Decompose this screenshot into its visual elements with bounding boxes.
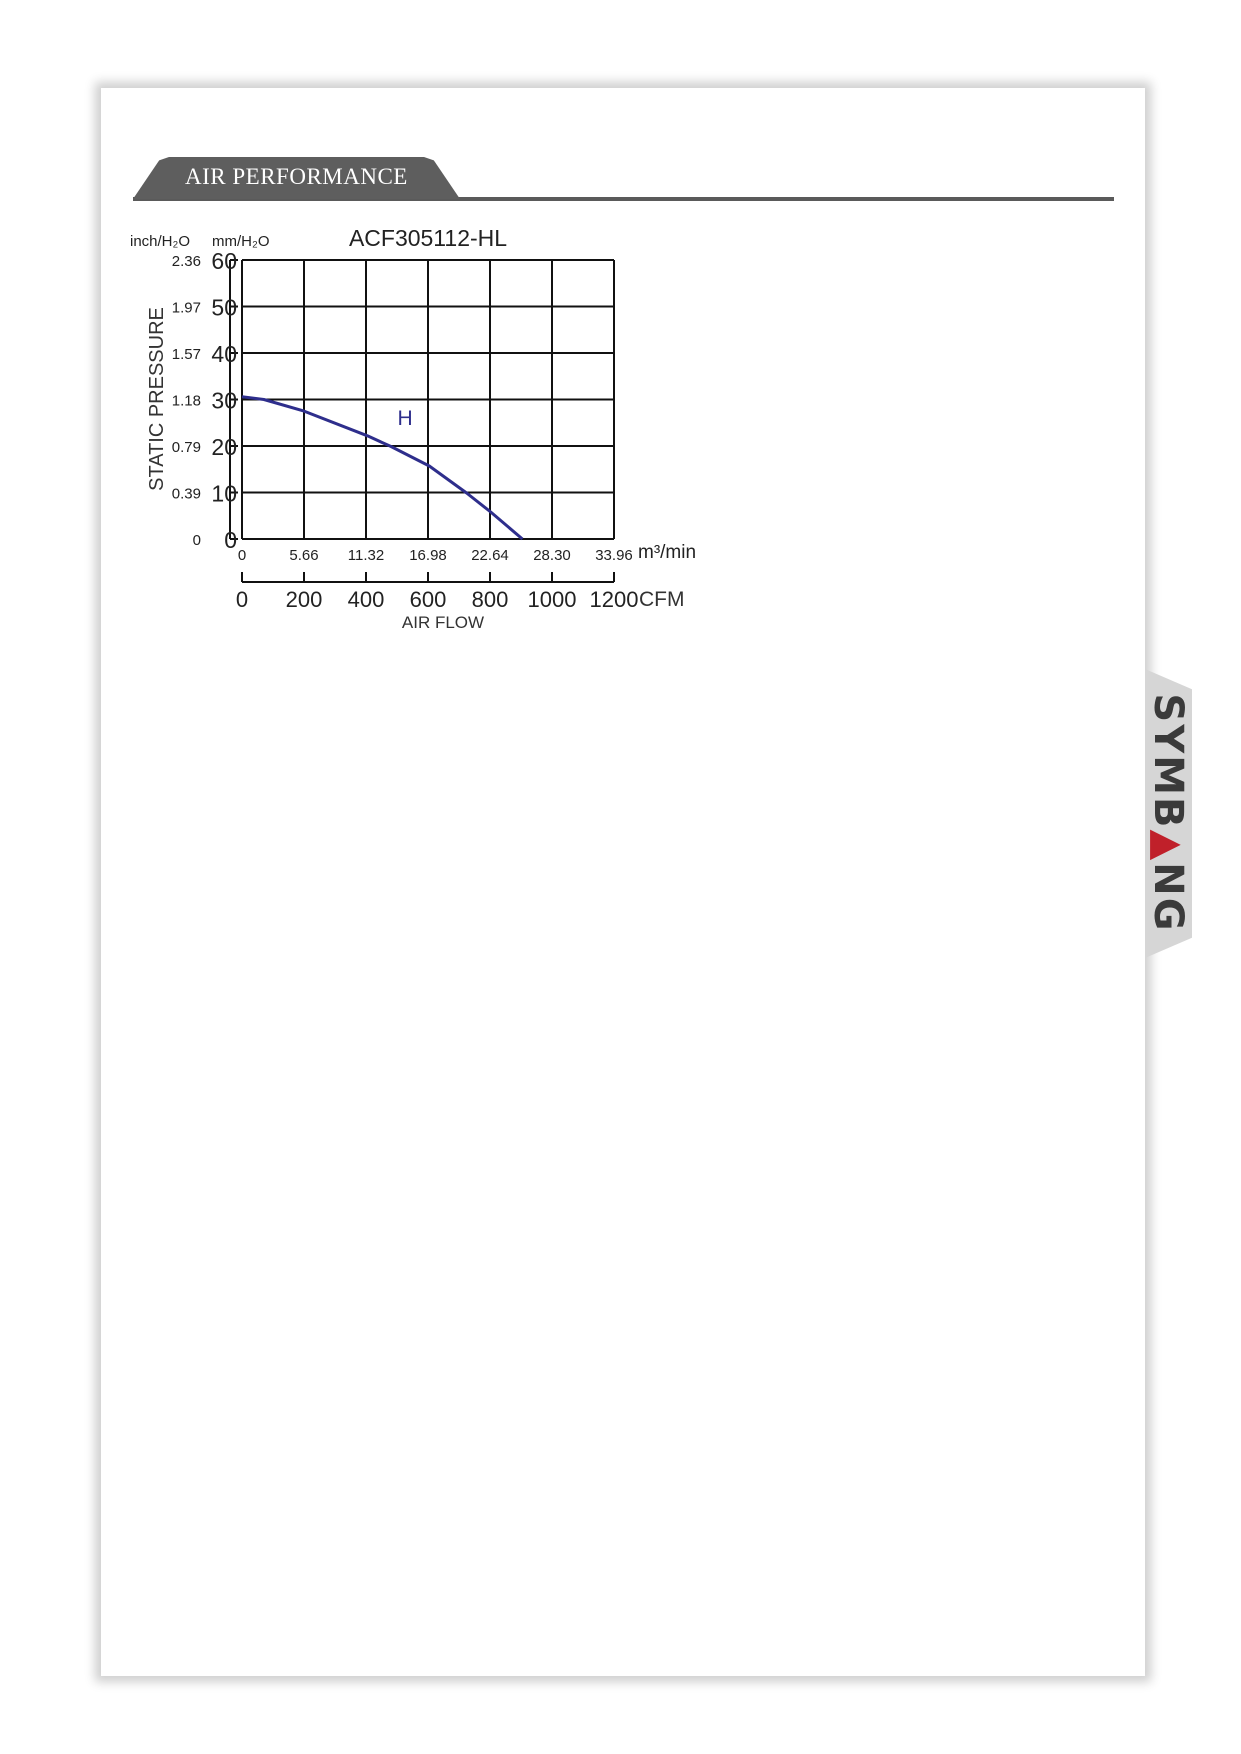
section-tab (133, 157, 460, 199)
y-tick-label-inch: 1.18 (172, 393, 201, 410)
y-unit-inch: inch/H₂O (130, 233, 190, 250)
x-tick-label-cfm: 0 (236, 587, 248, 612)
section-title: AIR PERFORMANCE (185, 164, 408, 189)
x-tick-label-cfm: 600 (410, 587, 447, 612)
x-tick-label-cfm: 1200 (590, 587, 639, 612)
x-tick-label-m3min: 0 (238, 547, 246, 564)
x-tick-label-cfm: 200 (286, 587, 323, 612)
brand-logo: SYMB▲NG (1145, 693, 1191, 933)
y-tick-label-inch: 1.57 (172, 346, 201, 363)
x-tick-label-m3min: 5.66 (289, 547, 318, 564)
x-tick-label-cfm: 800 (472, 587, 509, 612)
x-tick-label-m3min: 11.32 (348, 547, 384, 564)
x-tick-label-cfm: 1000 (528, 587, 577, 612)
y-unit-mm: mm/H₂O (212, 233, 269, 250)
brand-tab (1145, 669, 1192, 958)
y-tick-label-inch: 0.79 (172, 439, 201, 456)
x-tick-label-m3min: 28.30 (533, 547, 571, 564)
series-line-H (241, 395, 524, 541)
x-axis-label: AIR FLOW (402, 613, 484, 632)
air-performance-chart: ACF305112-HL inch/H₂O mm/H₂O STATIC PRES… (130, 225, 696, 632)
y-tick-label-inch: 0.39 (172, 486, 201, 503)
chart-title: ACF305112-HL (349, 225, 507, 251)
y-tick-label-mm: 0 (224, 527, 237, 553)
y-tick-label-mm: 60 (211, 248, 237, 274)
y-axis-label: STATIC PRESSURE (146, 307, 168, 491)
y-tick-label-inch: 1.97 (172, 300, 201, 317)
y-tick-label-mm: 30 (211, 388, 237, 414)
x-unit-m3min: m³/min (638, 542, 696, 563)
section-divider (133, 197, 1114, 201)
series-label: H (398, 407, 413, 430)
x-tick-label-cfm: 400 (348, 587, 385, 612)
x-tick-label-m3min: 16.98 (409, 547, 447, 564)
y-tick-label-mm: 50 (211, 295, 237, 321)
y-tick-label-mm: 40 (211, 341, 237, 367)
x-tick-label-m3min: 22.64 (471, 547, 509, 564)
y-tick-label-inch: 0 (193, 532, 201, 549)
x-tick-label-m3min: 33.96 (595, 547, 633, 564)
x-unit-cfm: CFM (639, 588, 685, 611)
y-tick-label-inch: 2.36 (172, 253, 201, 270)
y-tick-label-mm: 20 (211, 434, 237, 460)
y-tick-label-mm: 10 (211, 481, 237, 507)
